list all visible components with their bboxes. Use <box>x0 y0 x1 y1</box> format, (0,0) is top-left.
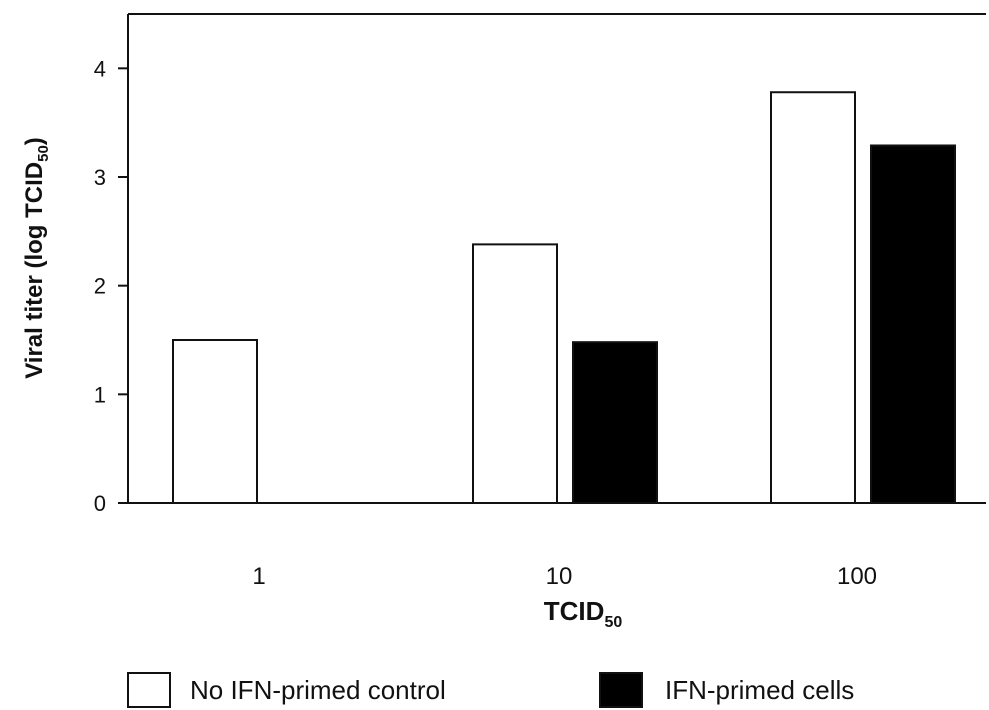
legend-label: No IFN-primed control <box>190 675 446 705</box>
legend-swatch <box>599 672 643 708</box>
legend-swatch <box>127 672 171 708</box>
bar <box>770 91 856 505</box>
x-category-label: 1 <box>252 563 265 590</box>
y-tick-label: 4 <box>94 56 106 81</box>
bar <box>172 339 258 504</box>
y-tick-label: 2 <box>94 274 106 299</box>
legend: No IFN-primed control IFN-primed cells <box>127 672 854 708</box>
bar <box>870 144 956 504</box>
y-tick-label: 1 <box>94 382 106 407</box>
bar <box>472 243 558 505</box>
y-tick-label: 0 <box>94 491 106 516</box>
legend-label: IFN-primed cells <box>665 675 854 705</box>
bars <box>172 91 956 505</box>
y-axis-title: Viral titer (log TCID50) <box>21 137 52 379</box>
y-tick-label: 3 <box>94 165 106 190</box>
x-category-label: 100 <box>837 563 877 590</box>
x-category-label: 10 <box>546 563 573 590</box>
bar <box>572 341 658 504</box>
x-axis-title: TCID50 <box>544 596 623 631</box>
